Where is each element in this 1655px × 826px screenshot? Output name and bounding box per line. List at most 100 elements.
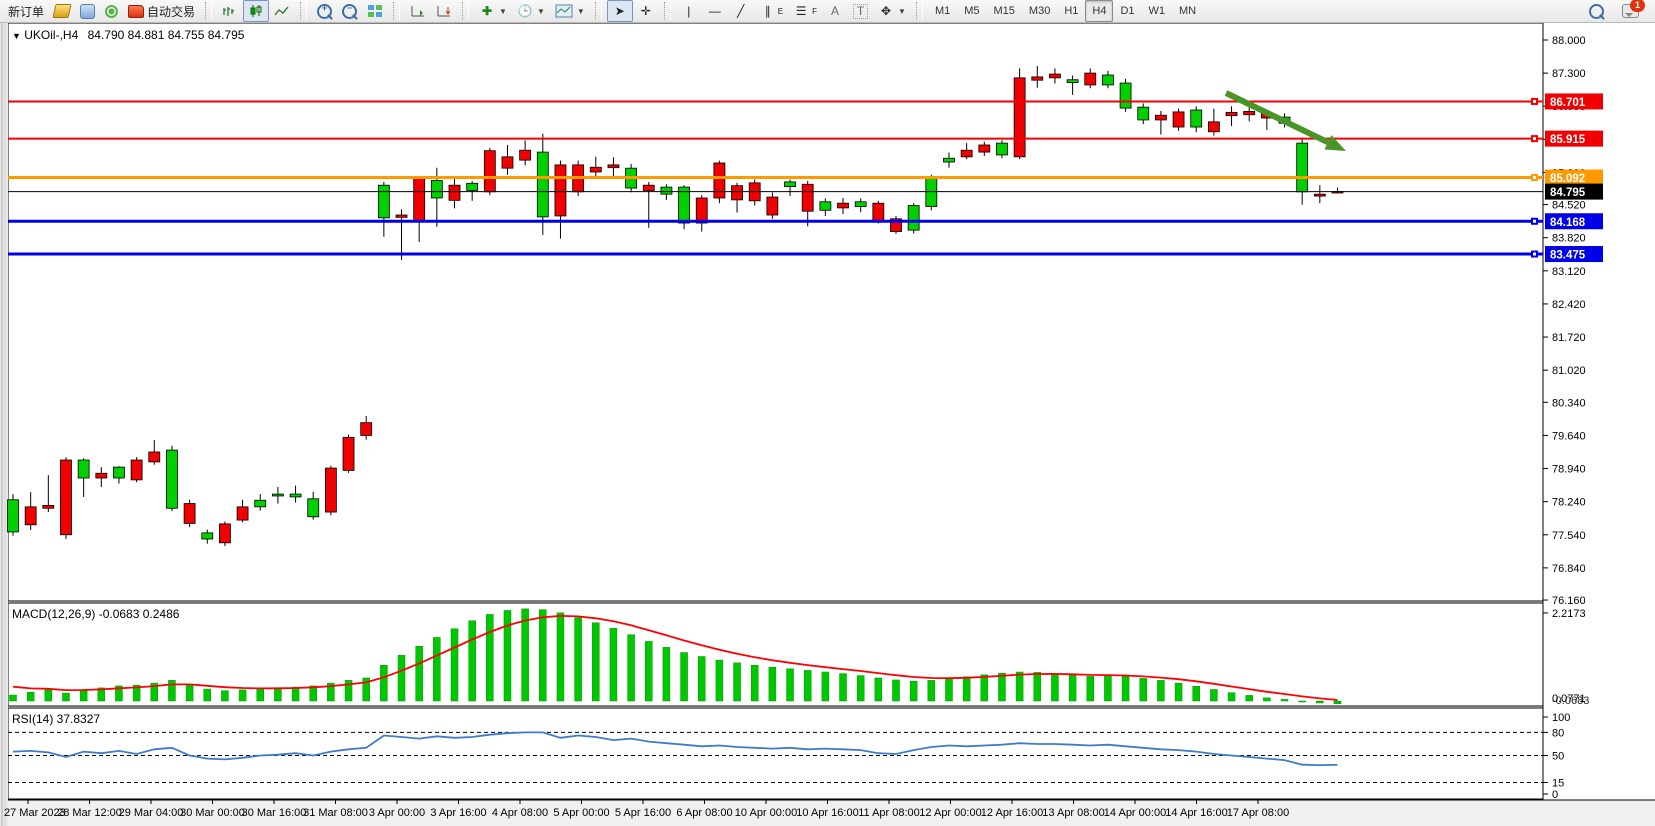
vertical-line-tool-button[interactable]: |: [676, 0, 702, 22]
svg-text:79.640: 79.640: [1552, 430, 1586, 442]
chart-shift-icon: [437, 6, 451, 17]
price-axis-ticks: 88.00087.30086.60085.90085.20084.52083.8…: [1543, 35, 1586, 607]
toolbar-separator: [205, 2, 213, 20]
signal-button[interactable]: [100, 0, 123, 22]
bar-chart-mode-button[interactable]: [217, 0, 243, 22]
dropdown-arrow-icon: ▼: [576, 6, 585, 16]
fibonacci-tool-button[interactable]: ☰ F: [788, 0, 822, 22]
svg-text:85.915: 85.915: [1550, 134, 1586, 146]
dropdown-arrow-icon: ▼: [536, 6, 545, 16]
price-badge-86.701: [1545, 93, 1603, 110]
timeframe-button-M15[interactable]: M15: [993, 5, 1015, 17]
dropdown-arrow-icon: ▼: [499, 6, 507, 16]
horizontal-line-tool-button[interactable]: —: [702, 0, 728, 22]
crosshair-tool-button[interactable]: ✛: [633, 0, 659, 22]
svg-text:0.0771: 0.0771: [1552, 693, 1586, 705]
trendline-tool-button[interactable]: ╱: [728, 0, 754, 22]
channel-tool-button[interactable]: ∥ E: [754, 0, 788, 22]
channel-label: E: [777, 6, 784, 16]
toolbar-separator: [462, 2, 470, 20]
timeframe-button-M30[interactable]: M30: [1028, 5, 1051, 17]
crosshair-icon: ✛: [640, 4, 651, 18]
svg-text:4 Apr 08:00: 4 Apr 08:00: [492, 807, 548, 819]
search-button[interactable]: [1584, 0, 1609, 22]
price-badge-84.795: [1545, 183, 1603, 200]
toolbar-separator: [915, 2, 923, 20]
notifications-button[interactable]: 1: [1617, 0, 1645, 22]
tile-windows-button[interactable]: [362, 0, 388, 22]
auto-trading-button[interactable]: 自动交易: [123, 0, 200, 22]
timeframe-button-W1[interactable]: W1: [1148, 5, 1166, 17]
candles-layer: [7, 66, 1344, 547]
chart-shift-button[interactable]: [431, 0, 457, 22]
svg-text:29 Mar 04:00: 29 Mar 04:00: [119, 807, 184, 819]
svg-text:88.000: 88.000: [1552, 35, 1586, 47]
arrows-tool-button[interactable]: ✥ ▼: [873, 0, 911, 22]
arrows-icon: ✥: [881, 4, 892, 18]
candlestick-mode-button[interactable]: [243, 0, 270, 22]
indicators-button[interactable]: ✚ ▼: [474, 0, 512, 22]
rsi-pane: 100 80 50 150: [8, 712, 1570, 801]
svg-text:5 Apr 00:00: 5 Apr 00:00: [553, 807, 609, 819]
svg-text:12 Apr 16:00: 12 Apr 16:00: [981, 807, 1043, 819]
chart-canvas[interactable]: 88.00087.30086.60085.90085.20084.52083.8…: [0, 23, 1655, 826]
candlestick-icon: [250, 5, 262, 17]
svg-text:6 Apr 08:00: 6 Apr 08:00: [676, 807, 732, 819]
cursor-tool-button[interactable]: ➤: [606, 0, 633, 22]
timeframe-button-H4[interactable]: H4: [1085, 0, 1114, 22]
zoom-out-icon: −: [342, 3, 358, 19]
timeframe-button-D1[interactable]: D1: [1120, 5, 1135, 17]
text-tool-button[interactable]: A: [822, 0, 848, 22]
timeframe-button-M1[interactable]: M1: [934, 5, 951, 17]
svg-text:86.701: 86.701: [1550, 97, 1586, 109]
autotrade-folder-icon: [128, 4, 145, 18]
periods-button[interactable]: 🕒 ▼: [512, 0, 550, 22]
svg-text:3 Apr 16:00: 3 Apr 16:00: [430, 807, 486, 819]
macd-pane: 2.2173 0.0771-0.0683: [9, 608, 1589, 707]
svg-text:77.540: 77.540: [1552, 530, 1586, 542]
price-axis[interactable]: [1543, 23, 1655, 800]
svg-text:87.300: 87.300: [1552, 68, 1586, 80]
svg-text:12 Apr 00:00: 12 Apr 00:00: [919, 807, 981, 819]
svg-text:28 Mar 12:00: 28 Mar 12:00: [57, 807, 122, 819]
timeframe-button-H1[interactable]: H1: [1064, 5, 1079, 17]
line-chart-mode-button[interactable]: [269, 0, 295, 22]
market-watch-button[interactable]: [49, 0, 75, 22]
zoom-out-button[interactable]: −: [337, 0, 362, 22]
svg-text:100: 100: [1552, 712, 1570, 724]
svg-text:11 Apr 08:00: 11 Apr 08:00: [858, 807, 920, 819]
svg-text:76.840: 76.840: [1552, 563, 1586, 575]
search-icon: [1589, 3, 1604, 19]
svg-text:14 Apr 00:00: 14 Apr 00:00: [1104, 807, 1166, 819]
svg-text:84.795: 84.795: [1550, 187, 1586, 199]
svg-text:5 Apr 16:00: 5 Apr 16:00: [615, 807, 671, 819]
chat-bubble-icon: 1: [1622, 0, 1645, 18]
time-axis[interactable]: [0, 800, 1655, 826]
level-lines-layer: 86.701 85.915 85.092 84.795 84.168 83.475: [8, 93, 1603, 263]
clock-icon: 🕒: [517, 4, 533, 18]
svg-text:82.420: 82.420: [1552, 299, 1586, 311]
profile-button[interactable]: [75, 0, 100, 22]
annotation-arrow: [1224, 90, 1346, 151]
text-label-tool-button[interactable]: T: [848, 0, 873, 22]
new-order-button[interactable]: 新订单: [8, 4, 45, 19]
main-toolbar: 新订单 自动交易 + − ✚ ▼ 🕒 ▼ ▼: [0, 0, 1655, 23]
price-badge-85.915: [1545, 130, 1603, 147]
vertical-line-icon: |: [687, 4, 691, 18]
svg-text:78.240: 78.240: [1552, 497, 1586, 509]
line-chart-icon: [274, 6, 289, 16]
zoom-in-button[interactable]: +: [312, 0, 337, 22]
svg-text:83.475: 83.475: [1550, 250, 1586, 262]
auto-scroll-button[interactable]: [405, 0, 431, 22]
svg-text:30 Mar 00:00: 30 Mar 00:00: [180, 807, 245, 819]
timeframe-button-M5[interactable]: M5: [964, 5, 980, 17]
templates-button[interactable]: ▼: [550, 0, 590, 22]
toolbar-separator: [594, 2, 602, 20]
svg-text:78.940: 78.940: [1552, 464, 1586, 476]
timeframe-button-MN[interactable]: MN: [1179, 5, 1197, 17]
toolbar-separator: [663, 2, 671, 20]
price-badge-83.475: [1545, 246, 1603, 263]
svg-text:80.340: 80.340: [1552, 397, 1586, 409]
